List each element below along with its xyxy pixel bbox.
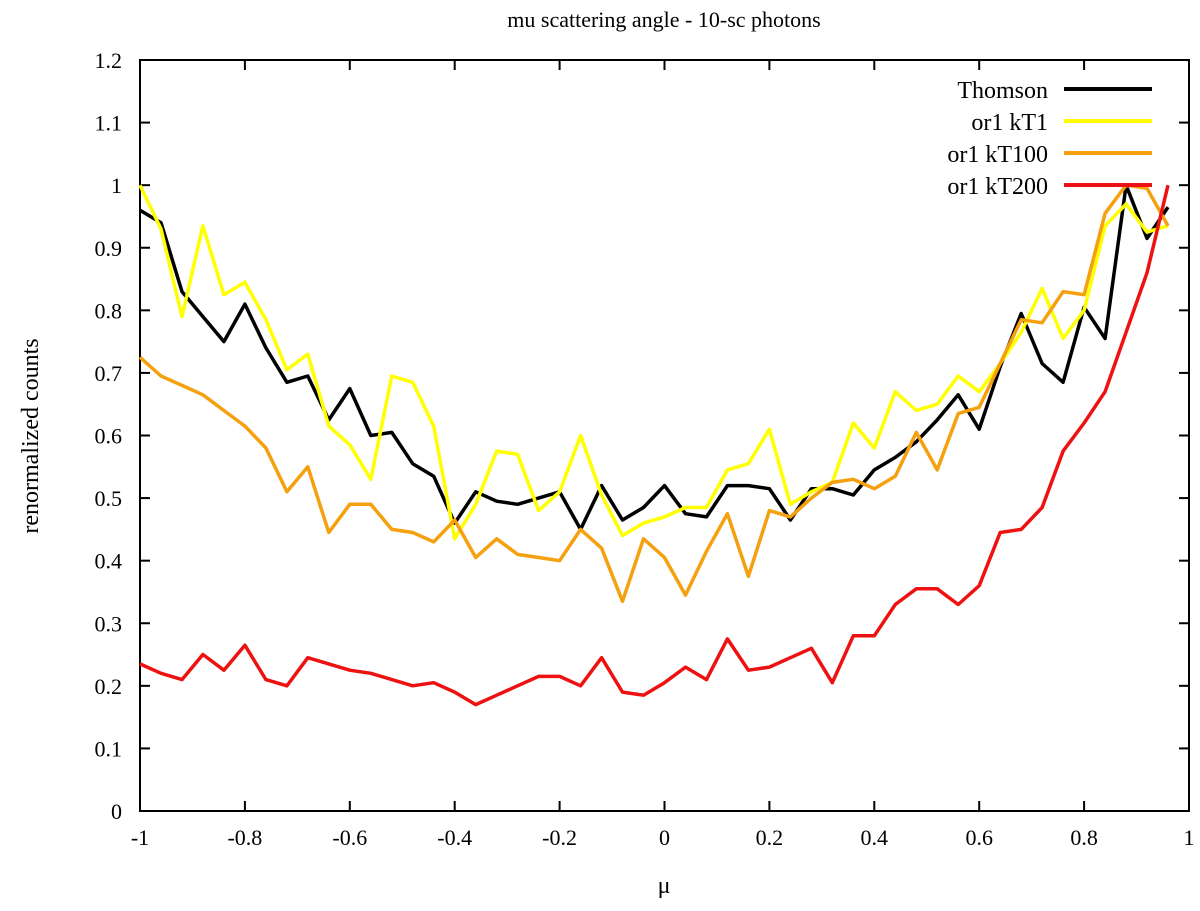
x-tick-label: -1 [131, 825, 149, 850]
y-tick-label: 0.8 [95, 298, 123, 323]
x-tick-label: -0.4 [437, 825, 472, 850]
x-tick-label: -0.8 [227, 825, 262, 850]
legend: Thomson or1 kT1 or1 kT100 or1 kT200 [947, 78, 1152, 200]
y-tick-label: 0.9 [95, 236, 123, 261]
y-tick-label: 0.2 [95, 674, 123, 699]
y-tick-label: 0.1 [95, 736, 123, 761]
y-tick-label: 0 [111, 799, 122, 824]
x-tick-label: 0.6 [965, 825, 993, 850]
plot-frame [139, 59, 1190, 812]
legend-label: or1 kT200 [947, 174, 1048, 200]
x-tick-label: 0.8 [1070, 825, 1098, 850]
y-tick-label: 1.1 [95, 111, 123, 136]
legend-label: or1 kT100 [947, 142, 1048, 168]
x-axis-label: μ [658, 873, 671, 899]
x-tick-label: 0.2 [756, 825, 784, 850]
y-tick-label: 0.3 [95, 611, 123, 636]
series-line-or1-kt200 [139, 184, 1170, 707]
y-axis-label: renormalized counts [18, 338, 44, 533]
chart-title: mu scattering angle - 10-sc photons [507, 7, 820, 32]
legend-label: Thomson [957, 78, 1048, 104]
axis-ticks: -1 -0.8 -0.6 -0.4 -0.2 0 0.2 0.4 0.6 0.8 1 0 0.1 0.2 0… [95, 48, 1195, 850]
y-tick-label: 0.5 [95, 486, 123, 511]
series-line-or1-kt100 [138, 183, 1170, 604]
x-tick-label: 1 [1184, 825, 1195, 850]
y-tick-label: 1.2 [95, 48, 123, 73]
series-line-thomson [139, 183, 1170, 532]
y-tick-label: 0.7 [95, 361, 123, 386]
series-lines [138, 183, 1170, 707]
x-tick-label: 0.4 [861, 825, 889, 850]
y-tick-label: 0.4 [95, 549, 123, 574]
x-tick-label: 0 [659, 825, 670, 850]
y-tick-label: 0.6 [95, 424, 123, 449]
y-tick-label: 1 [111, 173, 122, 198]
x-tick-label: -0.6 [332, 825, 367, 850]
x-tick-label: -0.2 [542, 825, 577, 850]
legend-label: or1 kT1 [971, 110, 1048, 136]
